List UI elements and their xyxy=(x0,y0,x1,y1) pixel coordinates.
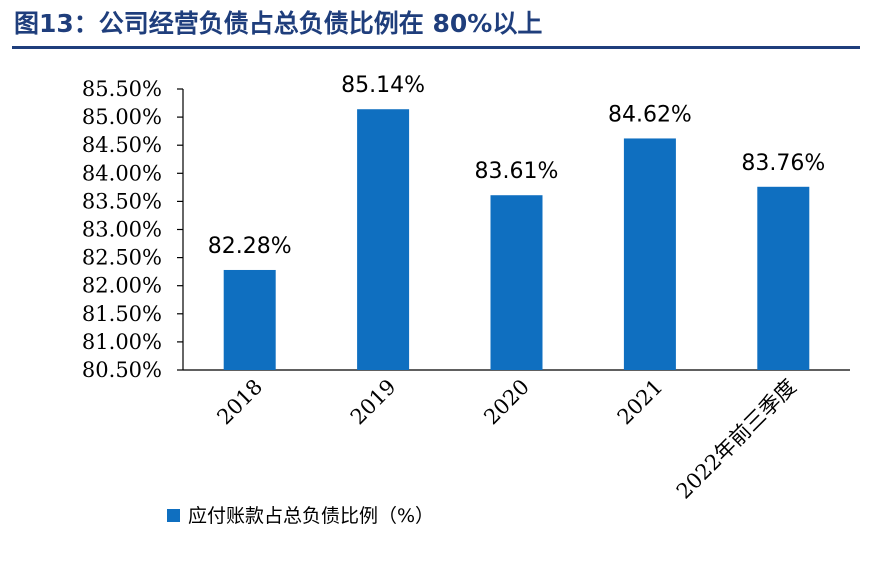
y-tick-label: 84.00% xyxy=(82,161,162,185)
category-label-2: 2019 xyxy=(346,375,401,430)
data-label-2: 85.14% xyxy=(341,73,425,98)
bars xyxy=(223,109,810,371)
y-axis: 80.50% 81.00% 81.50% 82.00% 82.50% 83.00% 83.5… xyxy=(82,77,850,382)
chart-title: 图13：公司经营负债占总负债比例在 80%以上 xyxy=(14,9,543,38)
category-label-5: 2022年前三季度 xyxy=(672,375,801,504)
y-tick-label: 84.50% xyxy=(82,133,162,157)
data-label-4: 84.62% xyxy=(608,102,692,127)
category-label-3: 2020 xyxy=(479,375,534,430)
bar-5 xyxy=(757,186,810,370)
bar-3 xyxy=(490,195,543,370)
y-tick-label: 85.00% xyxy=(82,105,162,129)
y-tick-label: 83.50% xyxy=(82,189,162,213)
bar-2 xyxy=(357,109,410,371)
legend-swatch xyxy=(167,509,180,522)
bar-1 xyxy=(223,269,276,370)
y-tick-label: 81.00% xyxy=(82,330,162,354)
category-label-1: 2018 xyxy=(212,375,267,430)
legend-label: 应付账款占总负债比例（%） xyxy=(188,505,434,527)
x-axis-labels: 2018 2019 2020 2021 2022年前三季度 xyxy=(212,375,800,504)
y-tick-label: 82.00% xyxy=(82,274,162,298)
y-tick-label: 81.50% xyxy=(82,302,162,326)
y-tick-label: 82.50% xyxy=(82,246,162,270)
legend: 应付账款占总负债比例（%） xyxy=(167,505,434,527)
data-label-5: 83.76% xyxy=(741,151,825,176)
title-underline xyxy=(12,46,860,49)
data-label-1: 82.28% xyxy=(208,234,292,259)
data-labels: 82.28% 85.14% 83.61% 84.62% 83.76% xyxy=(208,73,825,259)
category-label-4: 2021 xyxy=(613,375,668,430)
y-tick-label: 83.00% xyxy=(82,218,162,242)
y-tick-label: 80.50% xyxy=(82,358,162,382)
data-label-3: 83.61% xyxy=(475,159,559,184)
bar-4 xyxy=(623,138,676,370)
y-tick-label: 85.50% xyxy=(82,77,162,101)
